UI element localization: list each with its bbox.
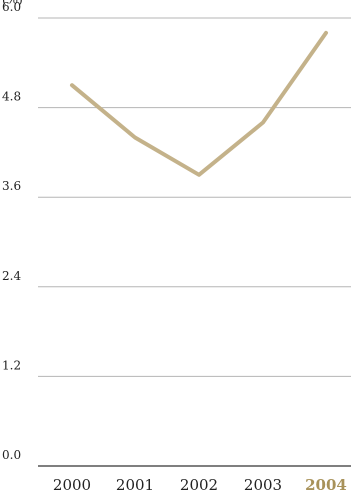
x-tick-label: 2000 (53, 476, 91, 491)
x-tick-label: 2004 (305, 476, 347, 491)
y-unit-label: (%) (2, 0, 23, 7)
grid-lines (38, 17, 351, 377)
y-tick-label: 0.0 (2, 448, 21, 462)
series-line (70, 30, 328, 177)
series-layer (70, 30, 328, 177)
y-tick-label: 3.6 (2, 179, 21, 193)
y-tick-label: 2.4 (2, 269, 21, 283)
x-tick-label: 2002 (180, 476, 218, 491)
y-tick-label: 1.2 (2, 358, 21, 372)
x-tick-labels: 2000 2001 2002 2003 2004 (53, 476, 347, 494)
y-tick-label: 6.0 (2, 0, 21, 14)
y-tick-label: 4.8 (2, 90, 21, 104)
y-tick-labels: 0.0 1.2 2.4 3.6 4.8 6.0 (2, 0, 21, 462)
x-tick-label: 2003 (244, 476, 282, 491)
x-tick-label: 2001 (116, 476, 154, 491)
